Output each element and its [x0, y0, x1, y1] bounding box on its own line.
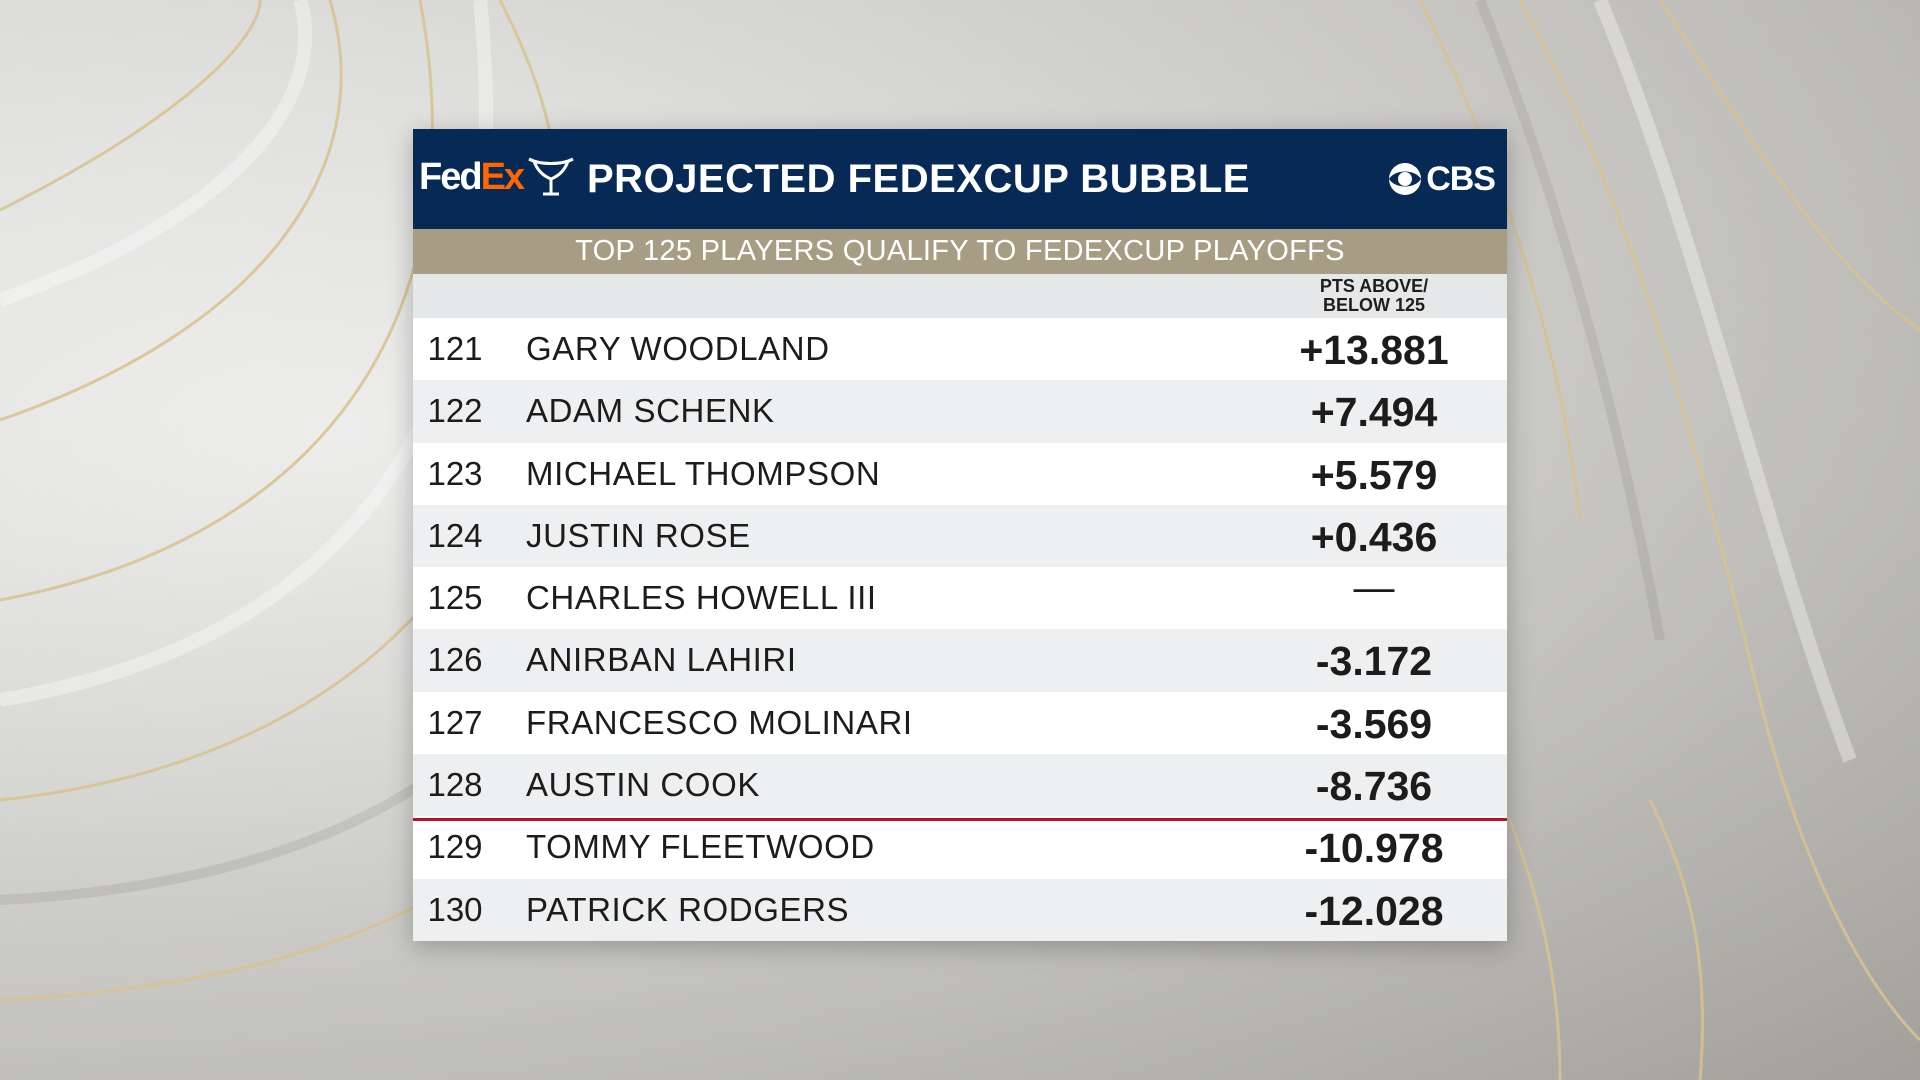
player-name-cell: PATRICK RODGERS: [526, 890, 850, 928]
standings-panel: FedEx PROJECTED FEDEXCUP BUBBLE CBS TOP …: [413, 129, 1507, 941]
table-row: 122 ADAM SCHENK +7.494: [413, 380, 1507, 443]
rank-cell: 121: [427, 330, 483, 367]
rank-cell: 127: [427, 703, 483, 741]
fedex-logo-ex: Ex: [480, 156, 526, 198]
page-title: PROJECTED FEDEXCUP BUBBLE: [587, 157, 1250, 201]
cbs-eye-icon: [1389, 163, 1422, 195]
table-row: 123 MICHAEL THOMPSON +5.579: [413, 442, 1507, 505]
table-row: 125 CHARLES HOWELL III —: [413, 564, 1507, 630]
player-name-cell: ADAM SCHENK: [526, 392, 775, 430]
points-column-header: PTS ABOVE/ BELOW 125: [1269, 277, 1479, 315]
cbs-logo: CBS: [1387, 159, 1496, 199]
rank-cell: 124: [427, 516, 483, 554]
cut-line-divider: [413, 818, 1507, 821]
points-cell: —: [1353, 564, 1395, 611]
player-name-cell: JUSTIN ROSE: [526, 516, 751, 554]
points-cell: -10.978: [1304, 825, 1444, 872]
rank-cell: 126: [427, 641, 483, 679]
points-cell: +7.494: [1310, 389, 1438, 436]
cbs-wordmark: CBS: [1426, 159, 1496, 198]
fedex-logo: FedEx: [419, 156, 526, 199]
rank-cell: 130: [427, 890, 483, 928]
points-cell: +0.436: [1310, 513, 1438, 560]
player-name-cell: TOMMY FLEETWOOD: [526, 828, 875, 866]
standings-table: 121 GARY WOODLAND +13.881 122 ADAM SCHEN…: [413, 318, 1507, 941]
points-cell: -8.736: [1315, 763, 1433, 810]
points-cell: +13.881: [1299, 327, 1449, 373]
points-cell: -12.028: [1304, 887, 1444, 934]
points-column-header-line1: PTS ABOVE/: [1319, 276, 1429, 296]
player-name-cell: AUSTIN COOK: [526, 766, 760, 804]
points-cell: -3.569: [1315, 700, 1433, 747]
table-row: 121 GARY WOODLAND +13.881: [413, 318, 1507, 381]
points-column-header-line2: BELOW 125: [1322, 295, 1426, 315]
rank-cell: 128: [427, 766, 483, 804]
rank-cell: 123: [427, 454, 483, 492]
rank-cell: 122: [427, 392, 483, 430]
column-header-band: PTS ABOVE/ BELOW 125: [413, 274, 1507, 318]
table-row: 127 FRANCESCO MOLINARI -3.569: [413, 691, 1507, 755]
table-row: 129 TOMMY FLEETWOOD -10.978: [413, 816, 1507, 879]
player-name-cell: FRANCESCO MOLINARI: [526, 703, 913, 741]
rank-cell: 129: [427, 828, 483, 866]
rank-cell: 125: [427, 579, 483, 617]
table-row: 130 PATRICK RODGERS -12.028: [413, 878, 1507, 941]
player-name-cell: CHARLES HOWELL III: [526, 579, 877, 617]
points-cell: -3.172: [1315, 638, 1433, 685]
points-cell: +5.579: [1310, 451, 1438, 498]
qualify-banner: TOP 125 PLAYERS QUALIFY TO FEDEXCUP PLAY…: [413, 229, 1507, 274]
player-name-cell: ANIRBAN LAHIRI: [526, 641, 797, 679]
table-row: 126 ANIRBAN LAHIRI -3.172: [413, 629, 1507, 692]
trophy-icon: [528, 157, 574, 196]
title-bar: FedEx PROJECTED FEDEXCUP BUBBLE CBS: [413, 129, 1507, 229]
player-name-cell: GARY WOODLAND: [526, 330, 830, 367]
player-name-cell: MICHAEL THOMPSON: [526, 454, 881, 492]
table-row: 128 AUSTIN COOK -8.736: [413, 754, 1507, 817]
table-row: 124 JUSTIN ROSE +0.436: [413, 504, 1507, 568]
fedex-logo-fed: Fed: [419, 156, 483, 198]
